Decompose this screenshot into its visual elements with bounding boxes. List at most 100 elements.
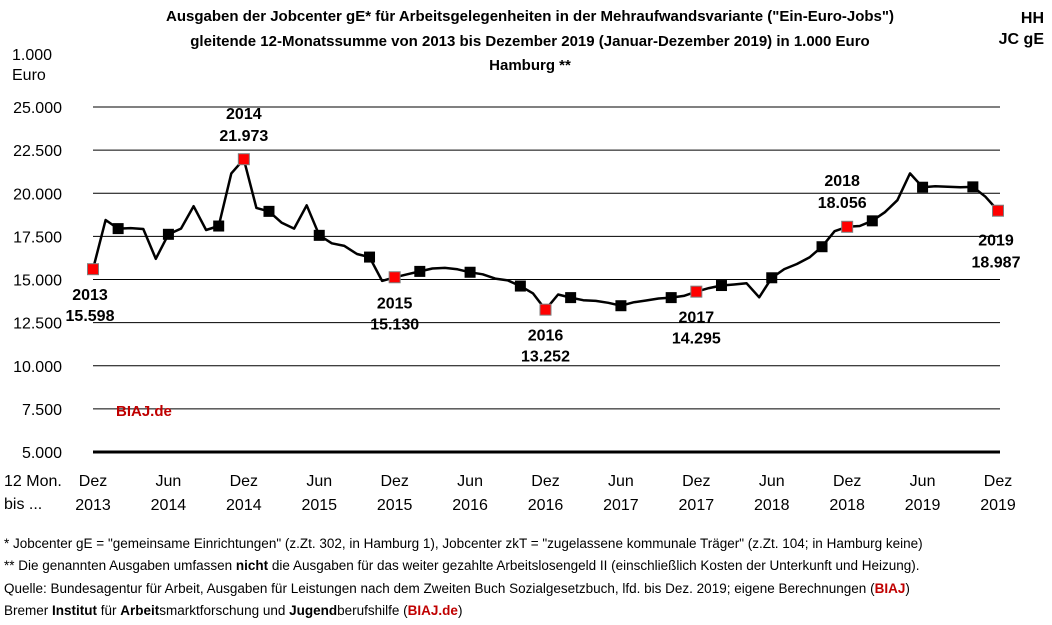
x-tick-year: 2014 <box>151 497 187 514</box>
x-tick-year: 2015 <box>301 497 337 514</box>
x-tick-month: Dez <box>380 473 408 490</box>
institute-note-d: Arbeit <box>120 603 160 618</box>
chart-subtitle: gleitende 12-Monatssumme von 2013 bis De… <box>190 33 870 50</box>
institute-note-i: ) <box>457 603 463 618</box>
y-tick-label: 25.000 <box>13 100 62 117</box>
y-tick-label: 22.500 <box>13 143 62 160</box>
x-tick-month: Jun <box>457 473 483 490</box>
year-end-marker <box>841 220 854 233</box>
data-point-marker <box>715 280 727 292</box>
annotation-year: 2013 <box>72 287 108 304</box>
data-point-marker <box>213 220 225 232</box>
x-axis-prefix-line2: bis ... <box>4 496 43 513</box>
x-tick-month: Dez <box>79 473 107 490</box>
data-point-marker <box>866 215 878 227</box>
x-tick-year: 2016 <box>528 497 564 514</box>
footnote-1: * Jobcenter gE = "gemeinsame Einrichtung… <box>4 536 923 551</box>
data-point-marker <box>313 229 325 241</box>
annotation-value: 21.973 <box>219 128 268 145</box>
institute-note-c: für <box>97 603 121 618</box>
corner-label-line1: HH <box>1020 10 1044 27</box>
x-axis-prefix-line1: 12 Mon. <box>4 473 62 490</box>
institute-note-f: Jugend <box>289 603 338 618</box>
x-tick-month: Dez <box>682 473 710 490</box>
series-line <box>91 157 999 311</box>
y-tick-label: 17.500 <box>13 229 62 246</box>
y-axis-unit-line1: 1.000 <box>12 47 53 64</box>
annotation-value: 18.056 <box>818 195 867 212</box>
x-tick-year: 2018 <box>754 497 790 514</box>
x-axis-prefix: 12 Mon. bis ... <box>4 470 62 516</box>
x-tick-year: 2017 <box>679 497 715 514</box>
x-tick-year: 2016 <box>452 497 488 514</box>
corner-label-line2: JC gE <box>998 31 1044 48</box>
year-end-marker <box>388 271 401 284</box>
watermark-label: BIAJ.de <box>116 403 172 420</box>
annotation-value: 14.295 <box>672 331 721 348</box>
y-tick-label: 20.000 <box>13 186 62 203</box>
chart-region: Hamburg ** <box>489 57 571 74</box>
data-point-marker <box>112 223 124 235</box>
data-point-marker <box>665 292 677 304</box>
source-note-b: BIAJ <box>874 581 906 596</box>
y-axis-unit: 1.000 Euro <box>12 46 52 86</box>
annotation-year: 2016 <box>528 328 564 345</box>
data-point-marker <box>766 272 778 284</box>
x-tick-month: Dez <box>230 473 258 490</box>
data-point-marker <box>565 292 577 304</box>
footnote-2: ** Die genannten Ausgaben umfassen nicht… <box>4 558 920 573</box>
annotation-value: 13.252 <box>521 349 570 366</box>
x-tick-year: 2019 <box>980 497 1016 514</box>
x-tick-month: Jun <box>759 473 785 490</box>
x-tick-month: Dez <box>984 473 1012 490</box>
annotation-year: 2018 <box>824 173 860 190</box>
data-point-marker <box>514 280 526 292</box>
annotation-year: 2015 <box>377 295 413 312</box>
data-point-marker <box>816 241 828 253</box>
y-tick-label: 7.500 <box>22 402 62 419</box>
data-point-marker <box>615 300 627 312</box>
x-tick-year: 2013 <box>75 497 111 514</box>
x-tick-month: Dez <box>833 473 861 490</box>
corner-label: HH JC gE <box>999 8 1044 50</box>
institute-note-a: Bremer <box>4 603 53 618</box>
footnote-2-c: die Ausgaben für das weiter gezahlte Arb… <box>268 558 920 573</box>
data-point-marker <box>162 228 174 240</box>
institute-note-e: smarktforschung und <box>159 603 290 618</box>
x-tick-month: Dez <box>531 473 559 490</box>
data-point-marker <box>263 205 275 217</box>
x-tick-year: 2019 <box>905 497 941 514</box>
data-point-marker <box>917 181 929 193</box>
annotation-year: 2017 <box>679 310 715 327</box>
footnote-2-b: nicht <box>235 558 269 573</box>
y-tick-label: 12.500 <box>13 316 62 333</box>
data-point-marker <box>414 265 426 277</box>
annotation-year: 2014 <box>226 106 262 123</box>
x-tick-year: 2018 <box>829 497 865 514</box>
x-tick-year: 2014 <box>226 497 262 514</box>
source-note: Quelle: Bundesagentur für Arbeit, Ausgab… <box>4 581 910 596</box>
data-point-marker <box>464 266 476 278</box>
footnote-2-a: ** Die genannten Ausgaben umfassen <box>4 558 236 573</box>
x-tick-year: 2015 <box>377 497 413 514</box>
y-axis-unit-line2: Euro <box>12 67 46 84</box>
institute-note-b: Institut <box>52 603 98 618</box>
x-tick-month: Jun <box>156 473 182 490</box>
source-note-a: Quelle: Bundesagentur für Arbeit, Ausgab… <box>4 581 875 596</box>
source-note-c: ) <box>905 581 910 596</box>
x-tick-month: Jun <box>306 473 332 490</box>
chart-title: Ausgaben der Jobcenter gE* für Arbeitsge… <box>166 8 894 25</box>
annotation-value: 15.130 <box>370 316 419 333</box>
year-end-marker <box>87 263 99 276</box>
institute-note: Bremer Institut für Arbeitsmarktforschun… <box>4 603 462 618</box>
annotation-value: 15.598 <box>66 308 115 325</box>
year-end-marker <box>539 303 552 316</box>
y-tick-label: 15.000 <box>13 273 62 290</box>
institute-note-g: berufshilfe ( <box>337 603 408 618</box>
year-end-marker <box>992 204 1004 217</box>
annotation-year: 2019 <box>978 233 1014 250</box>
data-point-marker <box>967 181 979 193</box>
annotation-value: 18.987 <box>972 255 1021 272</box>
year-end-marker <box>690 285 703 298</box>
